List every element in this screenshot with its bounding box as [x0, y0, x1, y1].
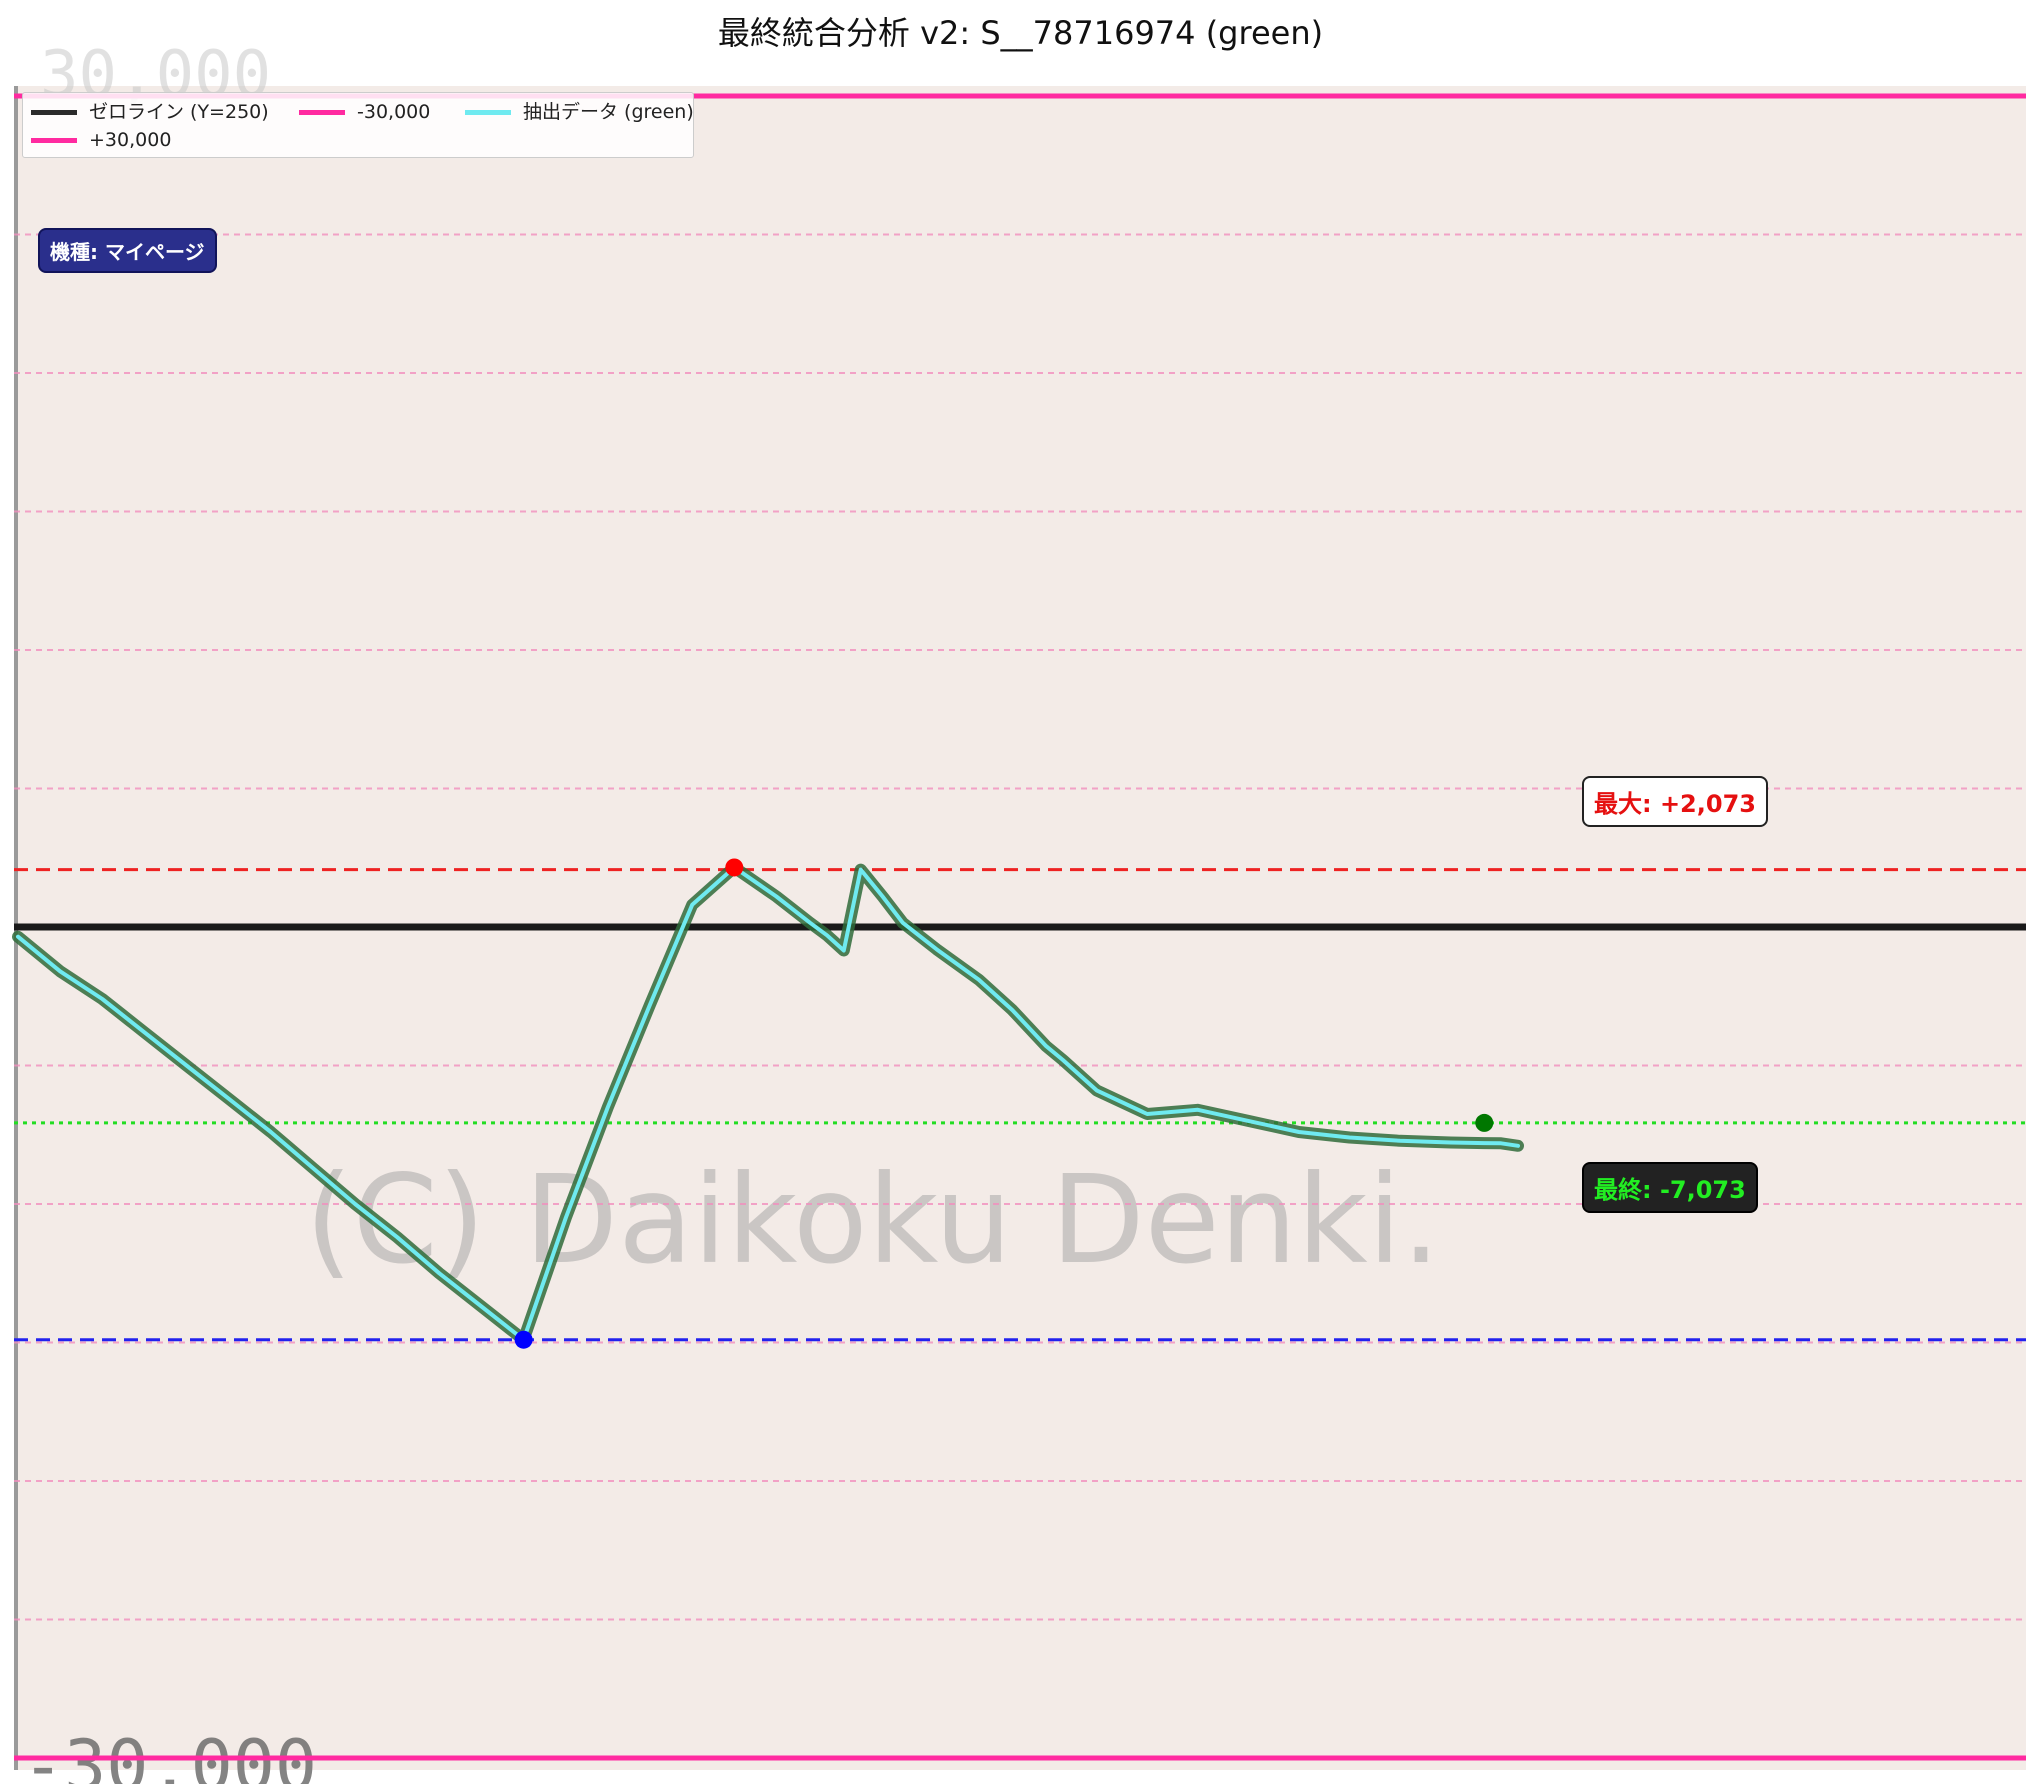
legend-swatch [299, 110, 345, 115]
max-marker [725, 858, 744, 877]
final-marker [1475, 1113, 1494, 1132]
series-line [16, 865, 1520, 1342]
legend-item-plus-30000: +30,000 [31, 127, 171, 153]
reference-lines-layer [14, 93, 2026, 1761]
machine-badge: 機種: マイページ [38, 228, 217, 273]
grid-layer [14, 233, 2026, 1621]
bottom-axis-fragment: -30,000 [22, 1725, 317, 1784]
legend-swatch [31, 110, 77, 115]
legend-label: +30,000 [89, 129, 172, 151]
legend-item-minus-30000: -30,000 [299, 99, 430, 125]
series-layer [12, 861, 1524, 1346]
marker-layer [514, 858, 1494, 1349]
legend-item-zero-line: ゼロライン (Y=250) [31, 99, 269, 125]
watermark-text: (C) Daikoku Denki. [305, 1149, 1440, 1291]
final-value-label: 最終: -7,073 [1582, 1162, 1758, 1213]
chart-title: 最終統合分析 v2: S__78716974 (green) [717, 14, 1324, 52]
legend-swatch [465, 110, 511, 115]
legend-label: -30,000 [357, 101, 431, 123]
legend-swatch [31, 138, 77, 143]
min-marker [514, 1330, 533, 1349]
legend-item-extracted-data: 抽出データ (green) [465, 99, 694, 125]
legend-label: ゼロライン (Y=250) [89, 101, 269, 123]
legend: ゼロライン (Y=250) -30,000 抽出データ (green) +30,… [22, 92, 694, 158]
max-value-label: 最大: +2,073 [1582, 776, 1768, 827]
legend-label: 抽出データ (green) [523, 101, 694, 123]
